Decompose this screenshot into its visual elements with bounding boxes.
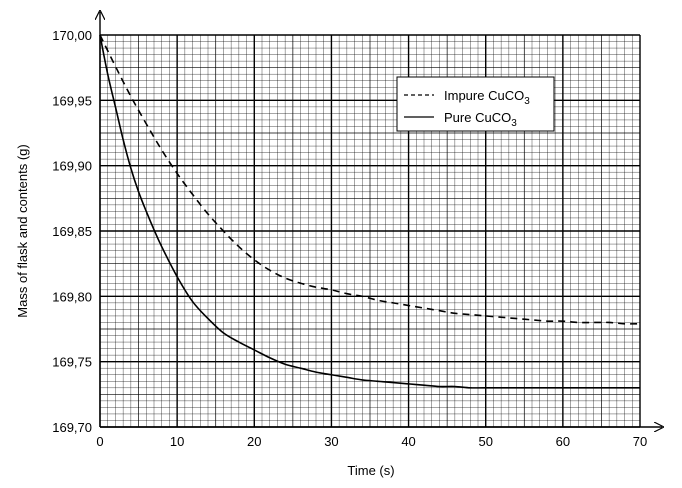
x-axis-title: Time (s) [347, 463, 394, 478]
y-tick-label: 169,70 [52, 420, 92, 435]
y-tick-labels: 169,70 169,75 169,80 169,85 169,90 169,95 170,… [52, 28, 92, 435]
legend-box [396, 76, 555, 132]
y-tick-label: 169,75 [52, 355, 92, 370]
x-tick-label: 70 [633, 434, 647, 449]
y-tick-label: 169,85 [52, 224, 92, 239]
series-layer [99, 34, 641, 389]
x-tick-label: 10 [170, 434, 184, 449]
legend: Impure CuCO3 Pure CuCO3 [396, 76, 555, 132]
legend-label-pure: Pure CuCO3 [444, 110, 517, 129]
legend-label-impure: Impure CuCO3 [444, 88, 530, 107]
x-tick-label: 50 [478, 434, 492, 449]
y-tick-label: 169,90 [52, 159, 92, 174]
y-tick-label: 169,80 [52, 289, 92, 304]
x-tick-label: 30 [324, 434, 338, 449]
y-tick-label: 169,95 [52, 93, 92, 108]
series-line-impure [99, 34, 641, 325]
x-tick-labels: 0 10 20 30 40 50 60 70 [96, 434, 647, 449]
x-tick-label: 0 [96, 434, 103, 449]
x-tick-label: 20 [247, 434, 261, 449]
y-axis-title: Mass of flask and contents (g) [15, 144, 30, 317]
axes [100, 12, 662, 427]
x-tick-label: 60 [556, 434, 570, 449]
y-tick-label: 170,00 [52, 28, 92, 43]
series-line-pure [99, 34, 640, 389]
x-tick-label: 40 [401, 434, 415, 449]
